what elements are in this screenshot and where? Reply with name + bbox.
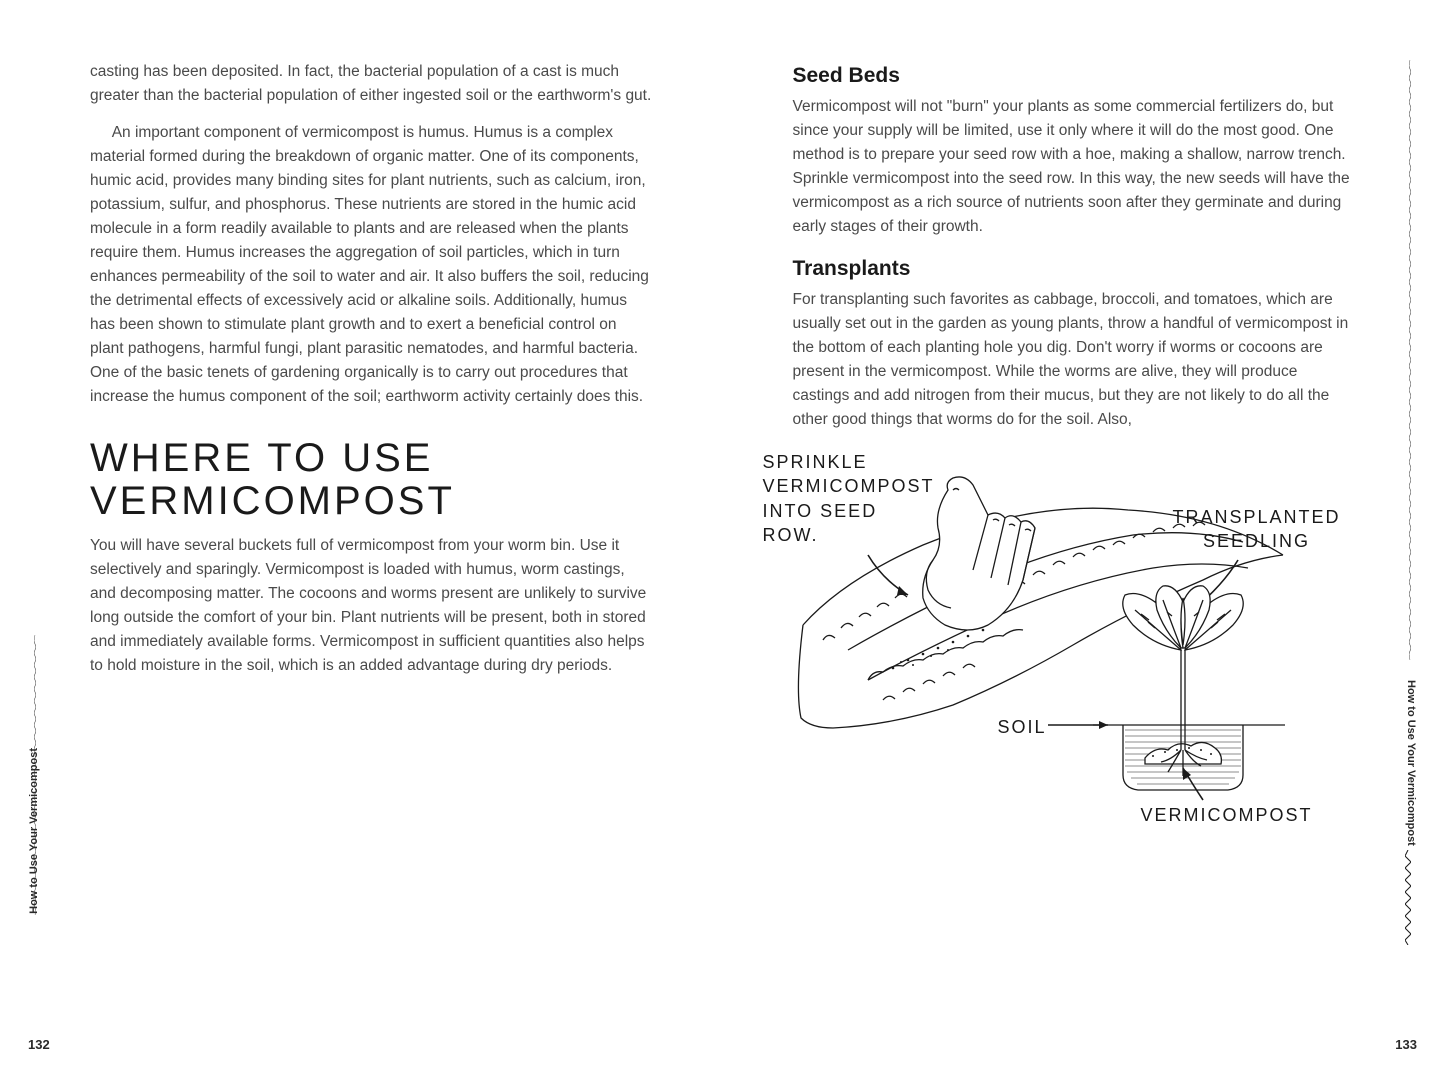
- zigzag-ornament-icon: [1409, 60, 1411, 660]
- zigzag-ornament-icon: [1405, 850, 1411, 945]
- margin-label: How to Use Your Vermicompost: [1405, 680, 1417, 846]
- body-paragraph: Vermicompost will not "burn" your plants…: [793, 95, 1356, 239]
- right-page: Seed Beds Vermicompost will not "burn" y…: [723, 0, 1445, 1084]
- margin-label: How to Use Your Vermicompost: [28, 748, 40, 914]
- sub-heading: Seed Beds: [793, 64, 1356, 88]
- page-number: 133: [1395, 1037, 1417, 1052]
- sub-heading: Transplants: [793, 257, 1356, 281]
- body-paragraph: An important component of vermicompost i…: [90, 121, 653, 409]
- body-paragraph: casting has been deposited. In fact, the…: [90, 60, 653, 108]
- body-paragraph: You will have several buckets full of ve…: [90, 534, 653, 678]
- seedling-sketch: [1093, 586, 1285, 790]
- page-spread: casting has been deposited. In fact, the…: [0, 0, 1445, 1084]
- section-heading: WHERE TO USE VERMICOMPOST: [90, 437, 653, 523]
- vermicompost-illustration: SPRINKLEVERMICOMPOSTINTO SEEDROW. TRANSP…: [773, 450, 1313, 850]
- left-page: casting has been deposited. In fact, the…: [0, 0, 723, 1084]
- body-paragraph: For transplanting such favorites as cabb…: [793, 288, 1356, 432]
- illustration-svg: [773, 450, 1313, 850]
- page-number: 132: [28, 1037, 50, 1052]
